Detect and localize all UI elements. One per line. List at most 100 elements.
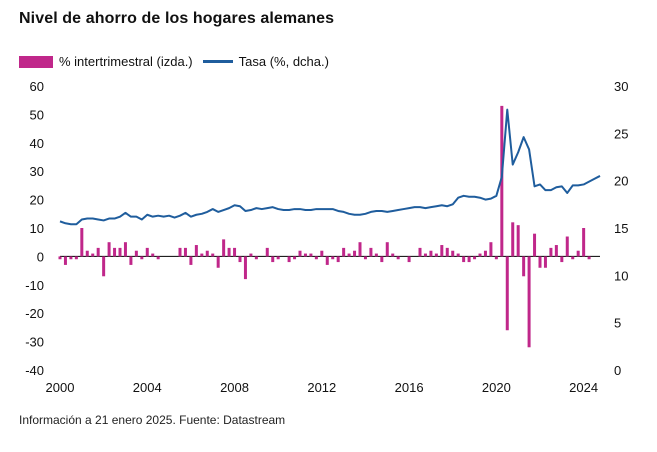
y-left-tick-label: 20	[30, 193, 44, 208]
bar	[440, 245, 444, 257]
bar	[91, 253, 95, 257]
bar	[522, 256, 526, 277]
legend-label-line: Tasa (%, dcha.)	[238, 54, 329, 69]
bar	[560, 256, 564, 263]
y-left-tick-label: 40	[30, 136, 44, 151]
bar	[254, 256, 258, 260]
bar	[396, 256, 400, 260]
y-left-tick-label: 60	[30, 79, 44, 94]
bar	[189, 256, 193, 265]
bar	[407, 256, 411, 263]
bar	[434, 253, 438, 257]
bar	[287, 256, 291, 263]
bar	[489, 242, 493, 257]
bar	[118, 247, 122, 257]
chart-title: Nivel de ahorro de los hogares alemanes	[19, 10, 335, 27]
bar	[96, 247, 100, 257]
bar	[549, 247, 553, 257]
bar	[543, 256, 547, 268]
bar	[527, 256, 531, 348]
bar	[194, 245, 198, 257]
x-tick-label: 2000	[46, 380, 75, 395]
legend-item-bars: % intertrimestral (izda.)	[19, 54, 193, 69]
bar	[200, 253, 204, 257]
bar	[565, 236, 569, 257]
x-tick-label: 2024	[569, 380, 598, 395]
bar	[123, 242, 127, 257]
bar	[391, 253, 395, 257]
bar	[140, 256, 144, 260]
bar	[276, 256, 280, 260]
x-tick-label: 2012	[307, 380, 336, 395]
bar	[298, 250, 302, 257]
bar	[303, 253, 307, 257]
bar	[418, 247, 422, 257]
bar	[511, 222, 515, 257]
bar	[554, 245, 558, 257]
bar	[571, 256, 575, 260]
bar	[336, 256, 340, 263]
bar	[494, 256, 498, 260]
y-right-tick-label: 15	[614, 221, 628, 236]
bar	[309, 253, 313, 257]
bar	[156, 256, 160, 260]
x-tick-label: 2008	[220, 380, 249, 395]
bar	[151, 253, 155, 257]
legend-item-line: Tasa (%, dcha.)	[202, 54, 329, 69]
bar	[134, 250, 138, 257]
bar	[451, 250, 455, 257]
legend-swatch-line	[202, 60, 233, 63]
bar	[145, 247, 149, 257]
bar	[243, 256, 247, 280]
y-left-tick-label: 50	[30, 107, 44, 122]
bar	[478, 253, 482, 257]
bar	[227, 247, 231, 257]
bar	[238, 256, 242, 263]
bar	[516, 225, 520, 257]
bar	[293, 256, 297, 260]
y-left-tick-label: -40	[25, 363, 44, 378]
bar	[538, 256, 542, 268]
bar	[102, 256, 106, 277]
bar	[331, 256, 335, 260]
bar	[69, 256, 73, 260]
bar	[129, 256, 133, 265]
bar	[353, 250, 357, 257]
bar	[347, 253, 351, 257]
x-tick-label: 2004	[133, 380, 162, 395]
x-tick-label: 2020	[482, 380, 511, 395]
bar	[423, 253, 427, 257]
y-left-tick-label: -10	[25, 278, 44, 293]
chart-legend: % intertrimestral (izda.) Tasa (%, dcha.…	[19, 54, 339, 69]
bar	[216, 256, 220, 268]
y-right-tick-label: 30	[614, 79, 628, 94]
y-right-tick-label: 10	[614, 268, 628, 283]
y-left-tick-label: -20	[25, 306, 44, 321]
bar	[533, 233, 537, 257]
series-line	[59, 108, 601, 226]
bar	[342, 247, 346, 257]
bar	[473, 256, 477, 260]
bar	[363, 256, 367, 260]
bar	[80, 228, 84, 257]
bar	[113, 247, 117, 257]
bar	[500, 105, 504, 257]
bar	[576, 250, 580, 257]
y-right-tick-label: 25	[614, 126, 628, 141]
x-tick-label: 2016	[395, 380, 424, 395]
y-right-tick-label: 20	[614, 174, 628, 189]
bar	[325, 256, 329, 265]
bar	[429, 250, 433, 257]
bar	[380, 256, 384, 263]
bar	[505, 256, 509, 331]
legend-swatch-bar	[19, 55, 53, 68]
bar	[265, 247, 269, 257]
y-left-tick-label: 0	[37, 249, 44, 264]
y-left-tick-label: -30	[25, 335, 44, 350]
bar	[211, 253, 215, 257]
chart-source-note: Información a 21 enero 2025. Fuente: Dat…	[19, 413, 286, 427]
bar	[374, 253, 378, 257]
bar	[233, 247, 237, 257]
bar	[445, 247, 449, 257]
